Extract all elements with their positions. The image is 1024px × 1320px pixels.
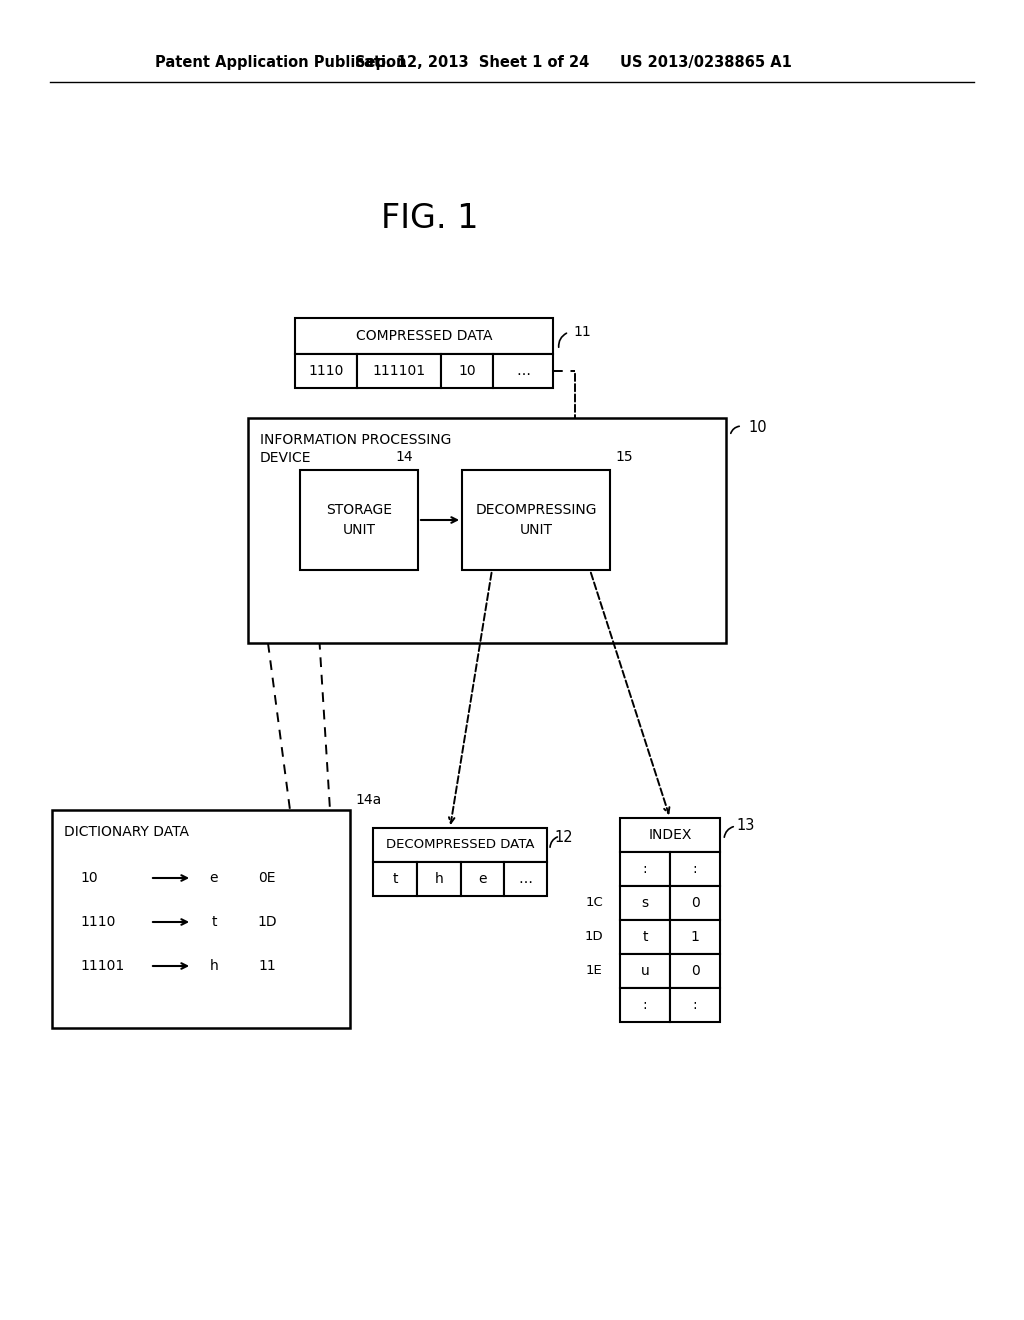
Text: 0: 0 [690, 896, 699, 909]
Text: 1110: 1110 [80, 915, 116, 929]
Text: 10: 10 [458, 364, 476, 378]
Bar [620, 954, 670, 987]
Text: UNIT: UNIT [519, 523, 553, 537]
Text: DICTIONARY DATA: DICTIONARY DATA [63, 825, 189, 840]
Bar [670, 987, 720, 1022]
Text: 11: 11 [258, 960, 275, 973]
Text: 11101: 11101 [80, 960, 124, 973]
Text: t: t [392, 873, 397, 886]
Text: COMPRESSED DATA: COMPRESSED DATA [355, 329, 493, 343]
Text: 1110: 1110 [308, 364, 344, 378]
Bar [493, 354, 553, 388]
Text: t: t [211, 915, 217, 929]
Bar [670, 886, 720, 920]
Text: 10: 10 [748, 421, 767, 436]
Text: t: t [642, 931, 648, 944]
Text: 1: 1 [690, 931, 699, 944]
Text: 13: 13 [736, 818, 755, 833]
Bar [295, 318, 553, 354]
Text: US 2013/0238865 A1: US 2013/0238865 A1 [620, 54, 792, 70]
Bar [620, 886, 670, 920]
Text: Patent Application Publication: Patent Application Publication [155, 54, 407, 70]
Text: DECOMPRESSING: DECOMPRESSING [475, 503, 597, 517]
Text: u: u [641, 964, 649, 978]
Bar [620, 920, 670, 954]
Text: DEVICE: DEVICE [260, 451, 311, 465]
Text: h: h [434, 873, 443, 886]
Bar [373, 828, 547, 862]
Text: 1E: 1E [586, 965, 602, 978]
Text: h: h [210, 960, 218, 973]
Text: …: … [518, 873, 532, 886]
Bar [670, 954, 720, 987]
Bar [461, 862, 504, 896]
Text: 12: 12 [554, 830, 572, 846]
Text: 14a: 14a [355, 793, 381, 807]
Bar [295, 354, 357, 388]
Bar [441, 354, 493, 388]
Bar [248, 418, 726, 643]
Bar [417, 862, 461, 896]
Bar [462, 470, 610, 570]
Text: :: : [692, 998, 697, 1012]
Text: 11: 11 [573, 325, 591, 339]
Bar [373, 862, 417, 896]
Text: …: … [516, 364, 530, 378]
Text: e: e [210, 871, 218, 884]
Text: 0E: 0E [258, 871, 275, 884]
Text: 1C: 1C [585, 896, 603, 909]
Text: 15: 15 [615, 450, 633, 465]
Text: :: : [643, 862, 647, 876]
Bar [357, 354, 441, 388]
Bar [670, 851, 720, 886]
Text: 111101: 111101 [373, 364, 426, 378]
Text: Sep. 12, 2013  Sheet 1 of 24: Sep. 12, 2013 Sheet 1 of 24 [355, 54, 589, 70]
Bar [620, 851, 670, 886]
Bar [504, 862, 547, 896]
Text: 10: 10 [80, 871, 97, 884]
Bar [300, 470, 418, 570]
Bar [52, 810, 350, 1028]
Bar [620, 818, 720, 851]
Text: INFORMATION PROCESSING: INFORMATION PROCESSING [260, 433, 452, 447]
Bar [670, 920, 720, 954]
Text: DECOMPRESSED DATA: DECOMPRESSED DATA [386, 838, 535, 851]
Text: :: : [692, 862, 697, 876]
Text: e: e [478, 873, 486, 886]
Text: UNIT: UNIT [342, 523, 376, 537]
Text: 14: 14 [395, 450, 413, 465]
Text: INDEX: INDEX [648, 828, 691, 842]
Text: STORAGE: STORAGE [326, 503, 392, 517]
Bar [620, 987, 670, 1022]
Text: 1D: 1D [257, 915, 276, 929]
Text: FIG. 1: FIG. 1 [381, 202, 479, 235]
Text: s: s [641, 896, 648, 909]
Text: :: : [643, 998, 647, 1012]
Text: 1D: 1D [585, 931, 603, 944]
Text: 0: 0 [690, 964, 699, 978]
